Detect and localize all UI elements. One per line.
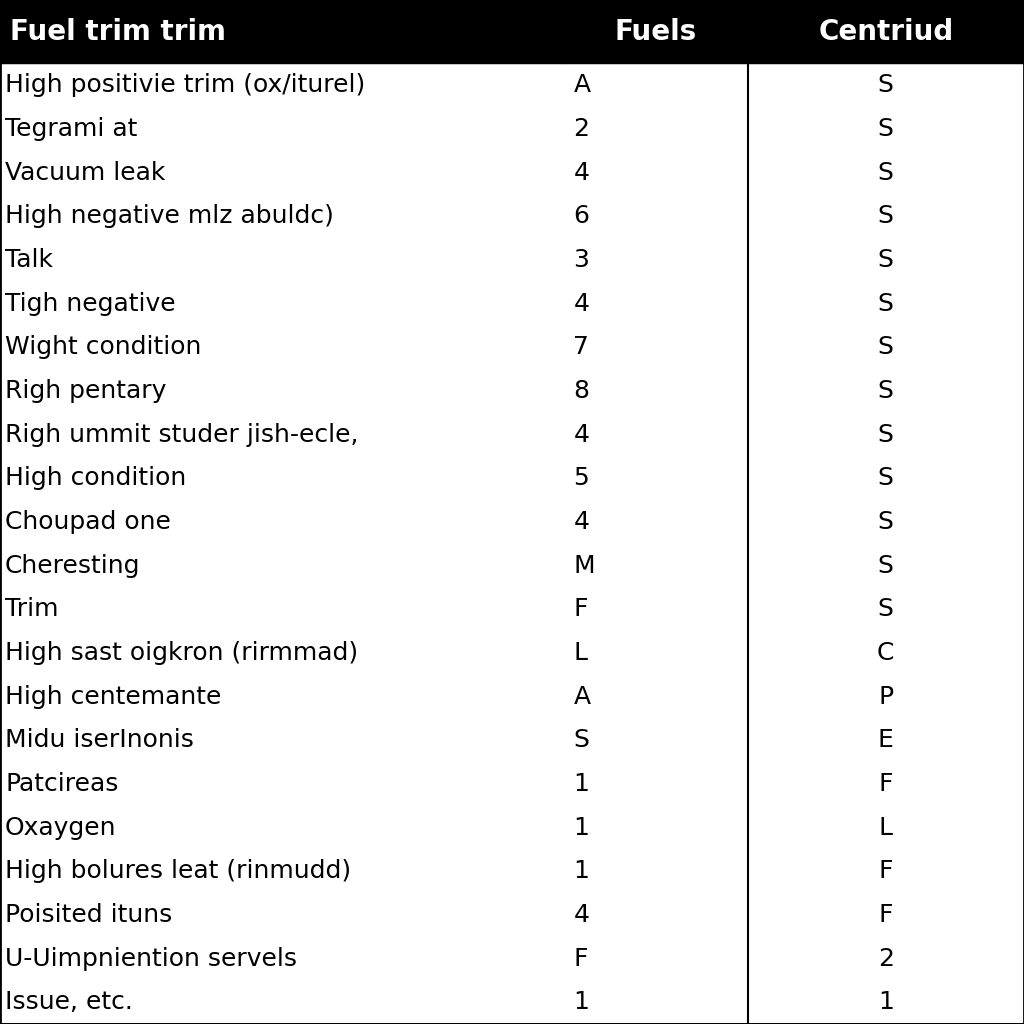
Bar — [563, 0, 748, 63]
Text: Tigh negative: Tigh negative — [5, 292, 176, 315]
Text: 1: 1 — [573, 815, 590, 840]
Text: F: F — [879, 903, 893, 927]
Text: 8: 8 — [573, 379, 590, 402]
Text: Issue, etc.: Issue, etc. — [5, 990, 133, 1014]
Text: S: S — [878, 292, 894, 315]
Text: L: L — [573, 641, 588, 665]
Text: Midu iserInonis: Midu iserInonis — [5, 728, 194, 753]
Text: S: S — [878, 74, 894, 97]
Text: C: C — [878, 641, 894, 665]
Bar — [0, 631, 1024, 675]
Text: S: S — [573, 728, 590, 753]
Bar — [0, 806, 1024, 849]
Text: 2: 2 — [573, 117, 590, 141]
Text: Wight condition: Wight condition — [5, 335, 202, 359]
Text: E: E — [878, 728, 894, 753]
Bar — [0, 239, 1024, 282]
Text: S: S — [878, 510, 894, 534]
Text: F: F — [879, 772, 893, 796]
Text: S: S — [878, 554, 894, 578]
Text: S: S — [878, 161, 894, 184]
Text: S: S — [878, 379, 894, 402]
Text: 4: 4 — [573, 161, 590, 184]
Text: L: L — [879, 815, 893, 840]
Bar — [0, 893, 1024, 937]
Text: Righ ummit studer jish-ecle,: Righ ummit studer jish-ecle, — [5, 423, 358, 446]
Text: M: M — [573, 554, 595, 578]
Bar — [0, 0, 563, 63]
Text: 7: 7 — [573, 335, 590, 359]
Text: High sast oigkron (rirmmad): High sast oigkron (rirmmad) — [5, 641, 358, 665]
Bar — [0, 195, 1024, 239]
Text: S: S — [878, 466, 894, 490]
Bar — [0, 980, 1024, 1024]
Text: F: F — [879, 859, 893, 883]
Text: Cheresting: Cheresting — [5, 554, 140, 578]
Text: S: S — [878, 423, 894, 446]
Text: S: S — [878, 248, 894, 272]
Bar — [0, 413, 1024, 457]
Text: U-Uimpniention servels: U-Uimpniention servels — [5, 946, 297, 971]
Bar — [0, 719, 1024, 762]
Text: F: F — [573, 597, 588, 622]
Bar — [0, 108, 1024, 151]
Text: A: A — [573, 685, 591, 709]
Text: F: F — [573, 946, 588, 971]
Bar — [0, 326, 1024, 369]
Bar — [0, 369, 1024, 413]
Text: S: S — [878, 335, 894, 359]
Text: Vacuum leak: Vacuum leak — [5, 161, 166, 184]
Text: 1: 1 — [573, 859, 590, 883]
Text: 1: 1 — [573, 772, 590, 796]
Text: High negative mlz abuldc): High negative mlz abuldc) — [5, 205, 334, 228]
Bar — [0, 544, 1024, 588]
Bar — [0, 500, 1024, 544]
Text: High bolures leat (rinmudd): High bolures leat (rinmudd) — [5, 859, 351, 883]
Text: Oxaygen: Oxaygen — [5, 815, 117, 840]
Text: Patcireas: Patcireas — [5, 772, 119, 796]
Text: P: P — [879, 685, 893, 709]
Bar — [0, 457, 1024, 500]
Text: A: A — [573, 74, 591, 97]
Text: High condition: High condition — [5, 466, 186, 490]
Text: S: S — [878, 597, 894, 622]
Text: 4: 4 — [573, 510, 590, 534]
Text: S: S — [878, 205, 894, 228]
Text: Tegrami at: Tegrami at — [5, 117, 137, 141]
Text: S: S — [878, 117, 894, 141]
Text: Poisited ituns: Poisited ituns — [5, 903, 172, 927]
Bar — [0, 282, 1024, 326]
Text: Centriud: Centriud — [818, 17, 953, 46]
Text: 6: 6 — [573, 205, 590, 228]
Bar — [0, 849, 1024, 893]
Text: Fuel trim trim: Fuel trim trim — [10, 17, 226, 46]
Text: Trim: Trim — [5, 597, 58, 622]
Text: Righ pentary: Righ pentary — [5, 379, 167, 402]
Text: 2: 2 — [878, 946, 894, 971]
Text: Talk: Talk — [5, 248, 53, 272]
Text: 1: 1 — [878, 990, 894, 1014]
Bar — [0, 762, 1024, 806]
Bar — [0, 63, 1024, 108]
Text: High centemante: High centemante — [5, 685, 221, 709]
Text: 1: 1 — [573, 990, 590, 1014]
Text: 5: 5 — [573, 466, 589, 490]
Text: 4: 4 — [573, 903, 590, 927]
Bar — [748, 0, 1024, 63]
Bar — [0, 675, 1024, 719]
Bar — [0, 151, 1024, 195]
Text: 4: 4 — [573, 423, 590, 446]
Bar — [0, 588, 1024, 631]
Text: 4: 4 — [573, 292, 590, 315]
Text: Fuels: Fuels — [614, 17, 696, 46]
Text: Choupad one: Choupad one — [5, 510, 171, 534]
Bar — [0, 937, 1024, 980]
Text: 3: 3 — [573, 248, 590, 272]
Text: High positivie trim (ox/iturel): High positivie trim (ox/iturel) — [5, 74, 366, 97]
